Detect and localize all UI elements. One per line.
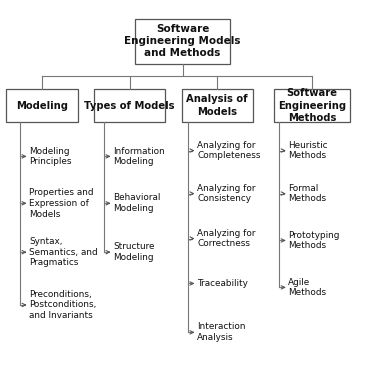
- Text: Modeling: Modeling: [16, 100, 68, 111]
- Text: Analyzing for
Consistency: Analyzing for Consistency: [197, 184, 256, 203]
- Text: Analysis of
Models: Analysis of Models: [187, 94, 248, 117]
- Text: Software
Engineering Models
and Methods: Software Engineering Models and Methods: [124, 23, 241, 59]
- Text: Properties and
Expression of
Models: Properties and Expression of Models: [29, 188, 94, 219]
- Text: Preconditions,
Postconditions,
and Invariants: Preconditions, Postconditions, and Invar…: [29, 290, 97, 320]
- Text: Software
Engineering
Methods: Software Engineering Methods: [278, 88, 346, 123]
- Text: Behavioral
Modeling: Behavioral Modeling: [113, 194, 161, 213]
- Text: Modeling
Principles: Modeling Principles: [29, 147, 72, 166]
- Text: Traceability: Traceability: [197, 279, 248, 288]
- FancyBboxPatch shape: [7, 89, 78, 122]
- FancyBboxPatch shape: [181, 89, 253, 122]
- FancyBboxPatch shape: [274, 89, 350, 122]
- Text: Formal
Methods: Formal Methods: [288, 184, 326, 203]
- Text: Heuristic
Methods: Heuristic Methods: [288, 141, 328, 160]
- Text: Agile
Methods: Agile Methods: [288, 278, 326, 297]
- Text: Analyzing for
Completeness: Analyzing for Completeness: [197, 141, 261, 160]
- FancyBboxPatch shape: [94, 89, 165, 122]
- Text: Prototyping
Methods: Prototyping Methods: [288, 231, 340, 250]
- FancyBboxPatch shape: [135, 18, 230, 63]
- Text: Analyzing for
Correctness: Analyzing for Correctness: [197, 229, 256, 248]
- Text: Information
Modeling: Information Modeling: [113, 147, 165, 166]
- Text: Structure
Modeling: Structure Modeling: [113, 242, 155, 262]
- Text: Interaction
Analysis: Interaction Analysis: [197, 323, 246, 342]
- Text: Types of Models: Types of Models: [84, 100, 175, 111]
- Text: Syntax,
Semantics, and
Pragmatics: Syntax, Semantics, and Pragmatics: [29, 237, 98, 267]
